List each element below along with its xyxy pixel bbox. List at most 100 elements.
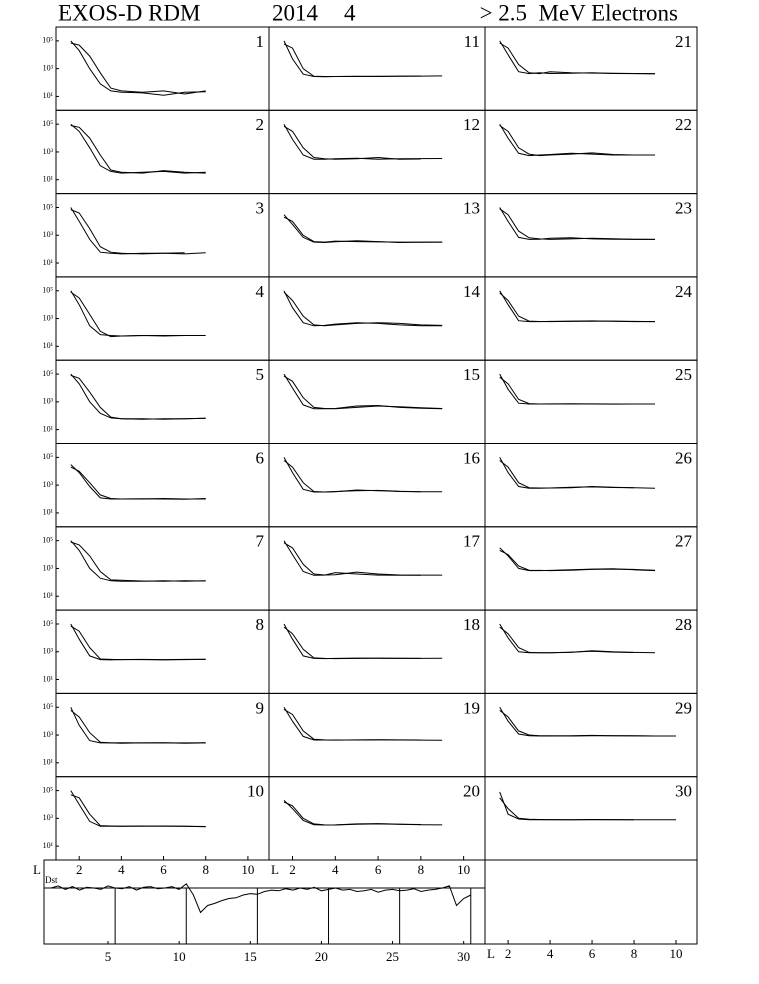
flux-trace bbox=[70, 707, 206, 744]
flux-trace bbox=[70, 710, 206, 744]
panel-label: 14 bbox=[463, 282, 481, 301]
title-instrument: EXOS-D RDM bbox=[58, 0, 200, 25]
dst-tick-label: 25 bbox=[386, 949, 399, 964]
flux-trace bbox=[499, 42, 656, 75]
flux-trace bbox=[499, 623, 656, 654]
flux-trace bbox=[283, 43, 421, 78]
dst-tick-label: 10 bbox=[173, 949, 186, 964]
x-tick-label: 6 bbox=[589, 946, 596, 961]
y-tick-label: 10⁵ bbox=[42, 785, 53, 794]
flux-trace bbox=[70, 207, 206, 255]
panel-label: 27 bbox=[675, 532, 693, 551]
flux-trace bbox=[70, 540, 206, 582]
panel-label: 11 bbox=[464, 32, 480, 51]
panel-frame bbox=[55, 692, 270, 778]
panel-label: 29 bbox=[675, 698, 692, 717]
y-tick-label: 10⁵ bbox=[42, 119, 53, 128]
panel-label: 4 bbox=[256, 282, 265, 301]
y-tick-label: 10³ bbox=[43, 230, 54, 239]
x-tick-label: 4 bbox=[118, 862, 125, 877]
y-tick-label: 10³ bbox=[43, 397, 54, 406]
flux-trace bbox=[70, 291, 185, 338]
flux-trace bbox=[70, 625, 206, 661]
panel-frame bbox=[268, 692, 486, 778]
y-tick-label: 10³ bbox=[43, 313, 54, 322]
y-tick-label: 10¹ bbox=[43, 841, 54, 850]
flux-trace bbox=[70, 42, 206, 95]
x-tick-label: 10 bbox=[457, 862, 470, 877]
flux-trace bbox=[499, 125, 655, 157]
panel-frame bbox=[268, 26, 486, 111]
y-tick-label: 10¹ bbox=[43, 508, 54, 517]
y-tick-label: 10⁵ bbox=[42, 36, 53, 45]
flux-trace bbox=[70, 209, 185, 255]
x-tick-label: 4 bbox=[332, 862, 339, 877]
x-tick-label: 8 bbox=[631, 946, 638, 961]
y-tick-label: 10¹ bbox=[43, 424, 54, 433]
x-axis-label: L bbox=[33, 862, 41, 877]
flux-trace bbox=[499, 710, 656, 737]
panel-label: 2 bbox=[256, 115, 265, 134]
title-year: 2014 bbox=[272, 0, 319, 25]
panel-frame bbox=[55, 609, 270, 694]
panel-label: 22 bbox=[675, 115, 692, 134]
panel-frame bbox=[484, 359, 698, 445]
dst-frame bbox=[43, 859, 486, 945]
y-tick-label: 10⁵ bbox=[42, 619, 53, 628]
flux-trace bbox=[70, 464, 206, 500]
x-tick-label: 8 bbox=[202, 862, 209, 877]
panel-label: 1 bbox=[256, 32, 265, 51]
y-tick-label: 10¹ bbox=[43, 591, 54, 600]
flux-trace bbox=[70, 374, 206, 420]
flux-trace bbox=[283, 375, 443, 410]
flux-trace bbox=[283, 626, 421, 660]
flux-trace bbox=[70, 123, 206, 174]
flux-trace bbox=[499, 373, 655, 405]
flux-trace bbox=[283, 125, 421, 160]
flux-trace bbox=[70, 290, 206, 337]
x-tick-label: 2 bbox=[289, 862, 296, 877]
panel-label: 17 bbox=[463, 532, 481, 551]
flux-trace bbox=[499, 376, 634, 405]
panel-label: 25 bbox=[675, 365, 692, 384]
x-axis-label: L bbox=[487, 946, 495, 961]
panel-label: 5 bbox=[256, 365, 265, 384]
panel-label: 3 bbox=[256, 199, 265, 218]
panel-frame bbox=[484, 526, 698, 611]
y-tick-label: 10³ bbox=[43, 63, 54, 72]
panel-label: 19 bbox=[463, 698, 480, 717]
y-tick-label: 10³ bbox=[43, 730, 54, 739]
panel-frame bbox=[55, 109, 270, 195]
y-tick-label: 10¹ bbox=[43, 91, 54, 100]
flux-trace bbox=[499, 707, 676, 737]
flux-trace bbox=[283, 542, 421, 576]
panel-frame bbox=[268, 609, 486, 694]
panel-frame bbox=[268, 276, 486, 361]
panel-label: 8 bbox=[256, 615, 265, 634]
flux-trace bbox=[70, 466, 206, 500]
panel-label: 28 bbox=[675, 615, 692, 634]
flux-trace bbox=[499, 797, 635, 821]
panel-frame bbox=[268, 443, 486, 528]
panel-frame bbox=[55, 276, 270, 361]
panel-label: 16 bbox=[463, 448, 480, 467]
flux-trace bbox=[70, 541, 206, 582]
title-month: 4 bbox=[344, 0, 356, 25]
title-species: > 2.5 MeV Electrons bbox=[480, 0, 678, 25]
panel-label: 9 bbox=[256, 698, 265, 717]
flux-trace bbox=[283, 801, 421, 826]
flux-trace bbox=[283, 540, 443, 576]
y-tick-label: 10⁵ bbox=[42, 286, 53, 295]
panel-label: 10 bbox=[247, 782, 264, 801]
x-tick-label: 2 bbox=[505, 946, 512, 961]
flux-trace bbox=[499, 460, 635, 489]
panel-label: 24 bbox=[675, 282, 693, 301]
panel-frame bbox=[484, 609, 698, 694]
y-tick-label: 10³ bbox=[43, 563, 54, 572]
flux-trace bbox=[283, 123, 443, 160]
panel-frame bbox=[55, 443, 270, 528]
flux-trace bbox=[499, 207, 655, 240]
flux-trace bbox=[70, 373, 206, 420]
panel-frame bbox=[55, 526, 270, 611]
